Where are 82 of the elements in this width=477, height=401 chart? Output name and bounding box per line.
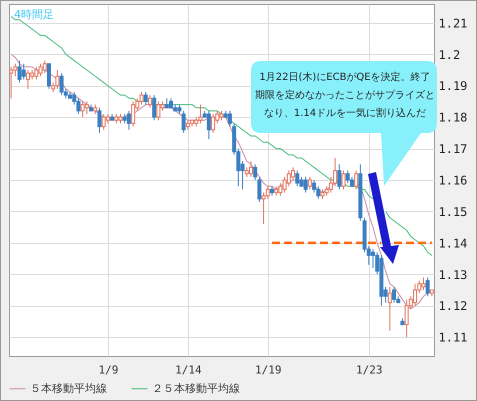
candlestick — [354, 170, 358, 190]
annotation: 1月22日(木)にECBがQEを決定。終了期限を定めなかったことがサプライズとなり、1.14ドルを一気に割り込んだ — [255, 70, 435, 121]
candlestick — [262, 192, 266, 224]
y-tick-label: 1.19 — [438, 79, 468, 94]
candlestick — [114, 114, 118, 124]
y-tick-label: 1.16 — [438, 174, 468, 188]
y-tick-label: 1.14 — [438, 236, 468, 250]
candlestick — [253, 164, 258, 180]
y-tick-label: 1.13 — [438, 268, 468, 282]
candlestick — [38, 63, 43, 77]
candlestick — [55, 70, 60, 90]
candlestick — [152, 94, 156, 121]
x-tick-label: 1/19 — [255, 364, 282, 376]
x-tick-label: 1/9 — [98, 364, 118, 376]
candlestick — [144, 92, 148, 106]
candlestick — [42, 60, 47, 74]
candlestick — [131, 100, 136, 128]
candlestick — [126, 110, 131, 130]
candlestick — [392, 286, 396, 304]
candlestick — [308, 176, 312, 190]
candlestick — [26, 70, 30, 90]
candlestick — [211, 114, 216, 134]
candlestick — [266, 186, 270, 200]
candlestick — [46, 63, 51, 90]
candlestick — [156, 100, 160, 121]
candlestick — [148, 94, 152, 108]
y-tick-label: 1.18 — [438, 110, 468, 125]
y-tick-label: 1.21 — [438, 16, 468, 30]
candlestick — [80, 100, 85, 118]
candlestick — [413, 283, 418, 306]
candlestick — [312, 180, 316, 194]
candlestick — [244, 166, 249, 178]
candlestick — [106, 114, 110, 124]
candlestick — [404, 298, 409, 338]
candlestick — [286, 170, 291, 187]
candlestick — [18, 60, 22, 84]
candlestick — [295, 170, 300, 187]
candlestick — [320, 188, 324, 200]
legend-label: ５本移動平均線 — [30, 382, 107, 395]
candlestick — [102, 114, 106, 130]
candlestick — [93, 104, 98, 114]
candlestick — [198, 104, 202, 124]
candlestick — [22, 63, 26, 80]
candlestick — [388, 286, 392, 332]
candlestick — [206, 110, 211, 140]
legend-label: ２５本移動平均線 — [152, 382, 240, 395]
candlestick — [122, 114, 127, 124]
candlestick — [76, 98, 80, 114]
candlestick — [324, 186, 329, 196]
candlestick — [421, 276, 426, 290]
y-tick-label: 1.15 — [438, 204, 468, 219]
candlestick — [257, 176, 262, 202]
candlestick — [270, 186, 274, 196]
candlestick — [274, 186, 278, 196]
candlestick — [426, 276, 430, 297]
candlestick — [346, 170, 350, 184]
candlestick — [282, 176, 287, 194]
candlestick — [248, 160, 253, 178]
candlestick — [60, 72, 64, 96]
candlestick — [34, 66, 38, 80]
y-tick-label: 1.2 — [438, 48, 460, 62]
candlestick — [164, 98, 169, 108]
candlestick — [342, 170, 346, 190]
candlestick — [118, 114, 123, 124]
candlestick — [304, 176, 308, 194]
candlestick — [186, 120, 190, 130]
candlestick — [13, 63, 18, 77]
candlestick — [337, 164, 342, 190]
candlestick — [299, 176, 304, 187]
candlestick — [316, 186, 320, 200]
candlestick — [169, 98, 174, 108]
candlestick — [84, 100, 89, 114]
y-tick-label: 1.17 — [438, 142, 468, 156]
candlestick — [220, 110, 224, 121]
candlestick — [97, 107, 102, 134]
y-tick-label: 1.11 — [438, 330, 468, 345]
y-tick-label: 1.12 — [438, 299, 468, 314]
candlestick — [350, 176, 354, 187]
x-tick-label: 1/23 — [356, 364, 383, 376]
x-tick-label: 1/14 — [175, 364, 202, 376]
candlestick — [30, 70, 34, 80]
chart-title: 4時間足 — [14, 8, 54, 21]
